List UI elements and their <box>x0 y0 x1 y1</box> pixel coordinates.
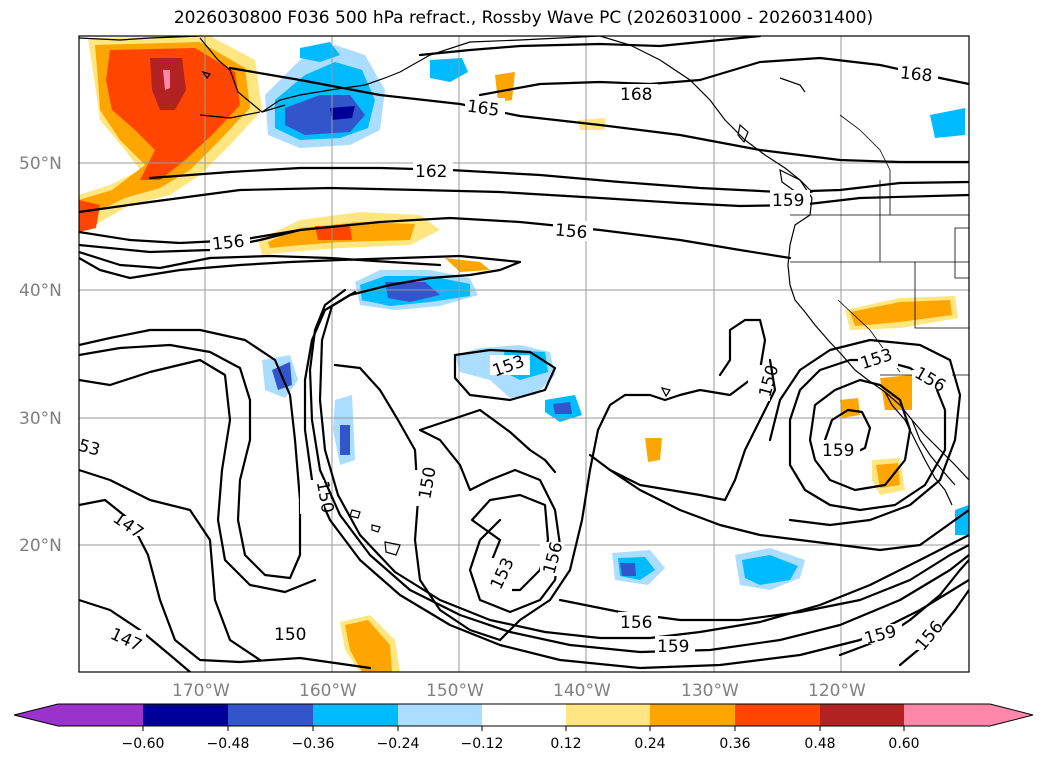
contour-162 <box>148 166 969 194</box>
map-area: 168 168 165 162 159 156 156 153 153 150 … <box>66 36 969 672</box>
contour-165 <box>228 66 969 164</box>
lat-label: 50°N <box>19 154 62 174</box>
contour-label: 162 <box>415 162 447 182</box>
height-contours <box>79 36 969 672</box>
contour-150-east <box>588 358 777 502</box>
colorbar-tick-label: −0.36 <box>292 736 335 752</box>
contour-153-west <box>79 328 302 580</box>
contour-label: 159 <box>657 637 689 657</box>
contour-label: 156 <box>554 220 588 243</box>
colorbar-tick-label: −0.48 <box>207 736 250 752</box>
contour-labels: 168 168 165 162 159 156 156 153 153 150 … <box>66 63 952 657</box>
colorbar-tick-label: −0.12 <box>461 736 504 752</box>
contour-label: 156 <box>211 232 245 255</box>
contour-label: 168 <box>620 85 652 105</box>
contour-156-east <box>768 338 962 527</box>
longitude-labels: 170°W 160°W 150°W 140°W 130°W 120°W <box>172 681 866 701</box>
colorbar-segment <box>143 704 228 726</box>
contour-label: 156 <box>620 613 652 633</box>
colorbar-tick-label: 0.12 <box>550 736 581 752</box>
map-frame <box>78 35 970 673</box>
contour-label: 150 <box>274 625 306 645</box>
colorbar-ticks <box>142 726 905 731</box>
lat-label: 30°N <box>19 409 62 429</box>
colorbar-segment <box>398 704 482 726</box>
shaded-anomalies <box>79 36 969 672</box>
colorbar-tick-label: −0.24 <box>377 736 420 752</box>
colorbar-segment <box>820 704 904 726</box>
colorbar-segment <box>228 704 313 726</box>
colorbar-extend-high <box>904 704 1033 726</box>
contour-147 <box>79 498 372 670</box>
colorbar-tick-label: 0.36 <box>719 736 750 752</box>
lon-label: 140°W <box>553 681 611 701</box>
contour-label: 159 <box>772 191 804 211</box>
colorbar-segment <box>313 704 398 726</box>
contour-153-mid <box>453 348 557 402</box>
lon-label: 120°W <box>808 681 866 701</box>
latitude-labels: 50°N 40°N 30°N 20°N <box>19 154 62 556</box>
contour-168-north <box>418 36 762 57</box>
lon-label: 150°W <box>426 681 484 701</box>
colorbar-tick-label: 0.60 <box>888 736 919 752</box>
colorbar-segment <box>482 704 566 726</box>
contour-label: 168 <box>899 63 933 86</box>
lat-label: 40°N <box>19 281 62 301</box>
colorbar-segment <box>650 704 735 726</box>
contour-150-west <box>79 358 317 594</box>
colorbar: −0.60 −0.48 −0.36 −0.24 −0.12 0.12 0.24 … <box>13 703 1034 752</box>
lon-label: 170°W <box>172 681 230 701</box>
map-title: 2026030800 F036 500 hPa refract., Rossby… <box>173 8 874 28</box>
contour-label: 153 <box>66 433 103 461</box>
colorbar-segment <box>58 704 143 726</box>
colorbar-tick-label: −0.60 <box>122 736 165 752</box>
lon-label: 130°W <box>681 681 739 701</box>
contour-156-north <box>79 216 792 260</box>
contour-label: 159 <box>822 441 854 461</box>
colorbar-tick-labels: −0.60 −0.48 −0.36 −0.24 −0.12 0.12 0.24 … <box>122 736 920 752</box>
contour-159-low <box>808 378 912 492</box>
contour-153-upper <box>79 254 969 670</box>
coastlines <box>79 36 969 556</box>
colorbar-segment <box>735 704 820 726</box>
colorbar-tick-label: 0.24 <box>634 736 665 752</box>
lon-label: 160°W <box>299 681 357 701</box>
contour-label: 165 <box>466 97 501 121</box>
colorbar-segment <box>566 704 650 726</box>
colorbar-tick-label: 0.48 <box>804 736 835 752</box>
lat-label: 20°N <box>19 536 62 556</box>
